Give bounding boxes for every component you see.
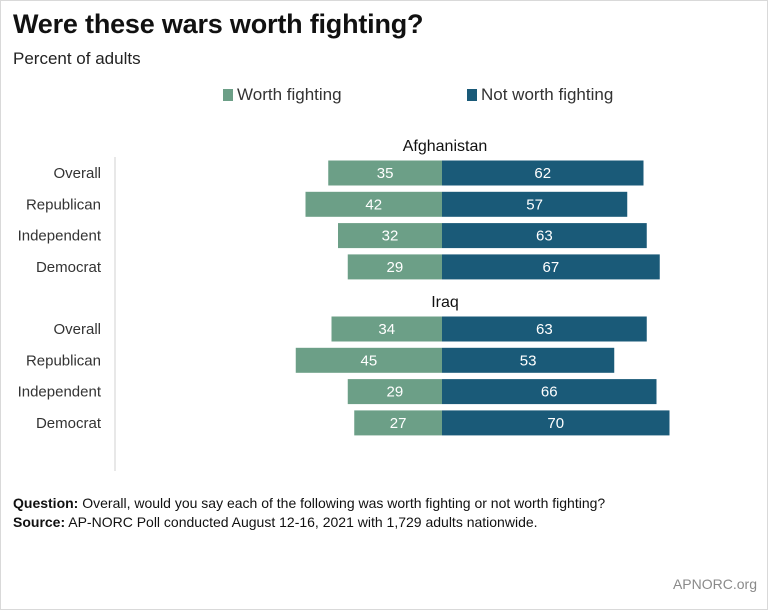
bar-worth-label: 42 <box>365 196 382 213</box>
footer-source: Source: AP-NORC Poll conducted August 12… <box>13 513 605 532</box>
bar-worth-label: 45 <box>361 352 378 369</box>
bar-not-worth <box>442 410 670 436</box>
bar-not-worth-label: 57 <box>526 196 543 213</box>
legend: Worth fighting Not worth fighting <box>1 85 768 107</box>
footer-question: Question: Overall, would you say each of… <box>13 494 605 513</box>
row-label: Republican <box>26 196 101 213</box>
credit-logo-text: APNORC.org <box>672 576 757 592</box>
footer-notes: Question: Overall, would you say each of… <box>13 494 605 532</box>
bar-worth-label: 27 <box>390 415 407 432</box>
legend-label-worth: Worth fighting <box>237 85 342 104</box>
row-label: Independent <box>18 228 102 245</box>
bar-not-worth <box>442 316 647 342</box>
source-text: AP-NORC Poll conducted August 12-16, 202… <box>65 514 538 530</box>
bar-worth <box>295 347 442 373</box>
row-label: Independent <box>18 384 102 401</box>
bar-worth-label: 35 <box>377 165 394 182</box>
row-label: Overall <box>53 165 101 182</box>
bar-not-worth <box>442 191 628 217</box>
bar-worth <box>305 191 442 217</box>
bar-worth-label: 34 <box>378 321 395 338</box>
source-label: Source: <box>13 514 66 530</box>
question-label: Question: <box>13 495 79 511</box>
bar-not-worth <box>442 160 644 186</box>
row-label: Overall <box>53 321 101 338</box>
legend-label-not-worth: Not worth fighting <box>481 85 614 104</box>
chart-title: Were these wars worth fighting? <box>13 9 424 39</box>
bar-not-worth-label: 70 <box>547 415 564 432</box>
bar-worth <box>328 160 442 186</box>
bar-not-worth-label: 67 <box>543 259 560 276</box>
bar-worth <box>347 254 442 280</box>
bar-worth <box>347 379 442 405</box>
bar-not-worth-label: 66 <box>541 384 558 401</box>
bar-worth <box>331 316 442 342</box>
row-label: Republican <box>26 352 101 369</box>
bar-worth-label: 29 <box>387 384 404 401</box>
bar-not-worth <box>442 254 660 280</box>
chart-subtitle: Percent of adults <box>13 49 141 68</box>
row-label: Democrat <box>36 259 102 276</box>
bar-worth-label: 32 <box>382 228 399 245</box>
legend-swatch-worth <box>223 89 233 101</box>
group-label: Afghanistan <box>403 138 488 155</box>
legend-item-worth: Worth fighting <box>223 85 342 105</box>
question-text: Overall, would you say each of the follo… <box>78 495 606 511</box>
bar-not-worth-label: 62 <box>534 165 551 182</box>
bar-worth-label: 29 <box>387 259 404 276</box>
bar-worth <box>338 223 442 249</box>
bar-not-worth-label: 53 <box>520 352 537 369</box>
bar-not-worth <box>442 347 615 373</box>
legend-swatch-not-worth <box>467 89 477 101</box>
row-label: Democrat <box>36 415 102 432</box>
bar-worth <box>354 410 442 436</box>
bar-chart: Afghanistan Overall 35 62 Republican 42 57 Inde… <box>18 138 670 471</box>
group-label: Iraq <box>431 294 459 311</box>
bar-not-worth-label: 63 <box>536 321 553 338</box>
bar-not-worth <box>442 223 647 249</box>
bar-not-worth-label: 63 <box>536 228 553 245</box>
bar-not-worth <box>442 379 657 405</box>
legend-item-not-worth: Not worth fighting <box>467 85 613 105</box>
